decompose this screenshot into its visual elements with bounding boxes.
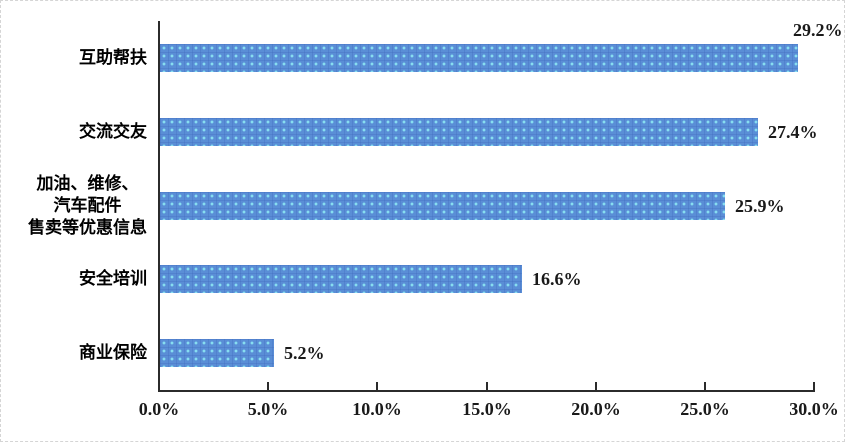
category-label-line: 售卖等优惠信息 (28, 218, 147, 238)
category-label-2: 加油、维修、 汽车配件 售卖等优惠信息 (28, 173, 147, 239)
category-label-line: 互助帮扶 (79, 48, 147, 68)
x-tick-mark (267, 382, 269, 390)
bar-3 (160, 265, 522, 293)
x-tick-label: 10.0% (352, 399, 402, 419)
category-label-line: 商业保险 (79, 343, 147, 363)
x-tick-label: 25.0% (680, 399, 730, 419)
x-axis-line (158, 390, 815, 392)
bar-0 (160, 44, 798, 72)
category-label-4: 商业保险 (79, 342, 147, 364)
x-tick-label: 30.0% (789, 399, 839, 419)
x-tick-mark (595, 382, 597, 390)
x-tick-mark (486, 382, 488, 390)
x-tick-label: 15.0% (462, 399, 512, 419)
bar-2 (160, 192, 725, 220)
category-label-1: 交流交友 (79, 121, 147, 143)
value-label-1: 27.4% (768, 122, 818, 142)
category-label-line: 交流交友 (79, 122, 147, 142)
category-label-0: 互助帮扶 (79, 47, 147, 69)
x-tick-label: 5.0% (247, 399, 289, 419)
x-tick-mark (704, 382, 706, 390)
value-label-0: 29.2% (793, 20, 843, 40)
category-label-line: 安全培训 (79, 269, 147, 289)
x-tick-mark (813, 382, 815, 390)
value-label-3: 16.6% (532, 269, 582, 289)
category-label-line: 加油、维修、 (36, 174, 139, 194)
category-label-line: 汽车配件 (53, 196, 122, 216)
x-tick-mark (376, 382, 378, 390)
value-label-2: 25.9% (735, 196, 785, 216)
x-tick-label: 20.0% (571, 399, 621, 419)
bar-1 (160, 118, 758, 146)
x-tick-label: 0.0% (138, 399, 180, 419)
bar-4 (160, 339, 274, 367)
category-label-3: 安全培训 (79, 268, 147, 290)
value-label-4: 5.2% (284, 343, 325, 363)
y-axis-line (158, 21, 160, 392)
